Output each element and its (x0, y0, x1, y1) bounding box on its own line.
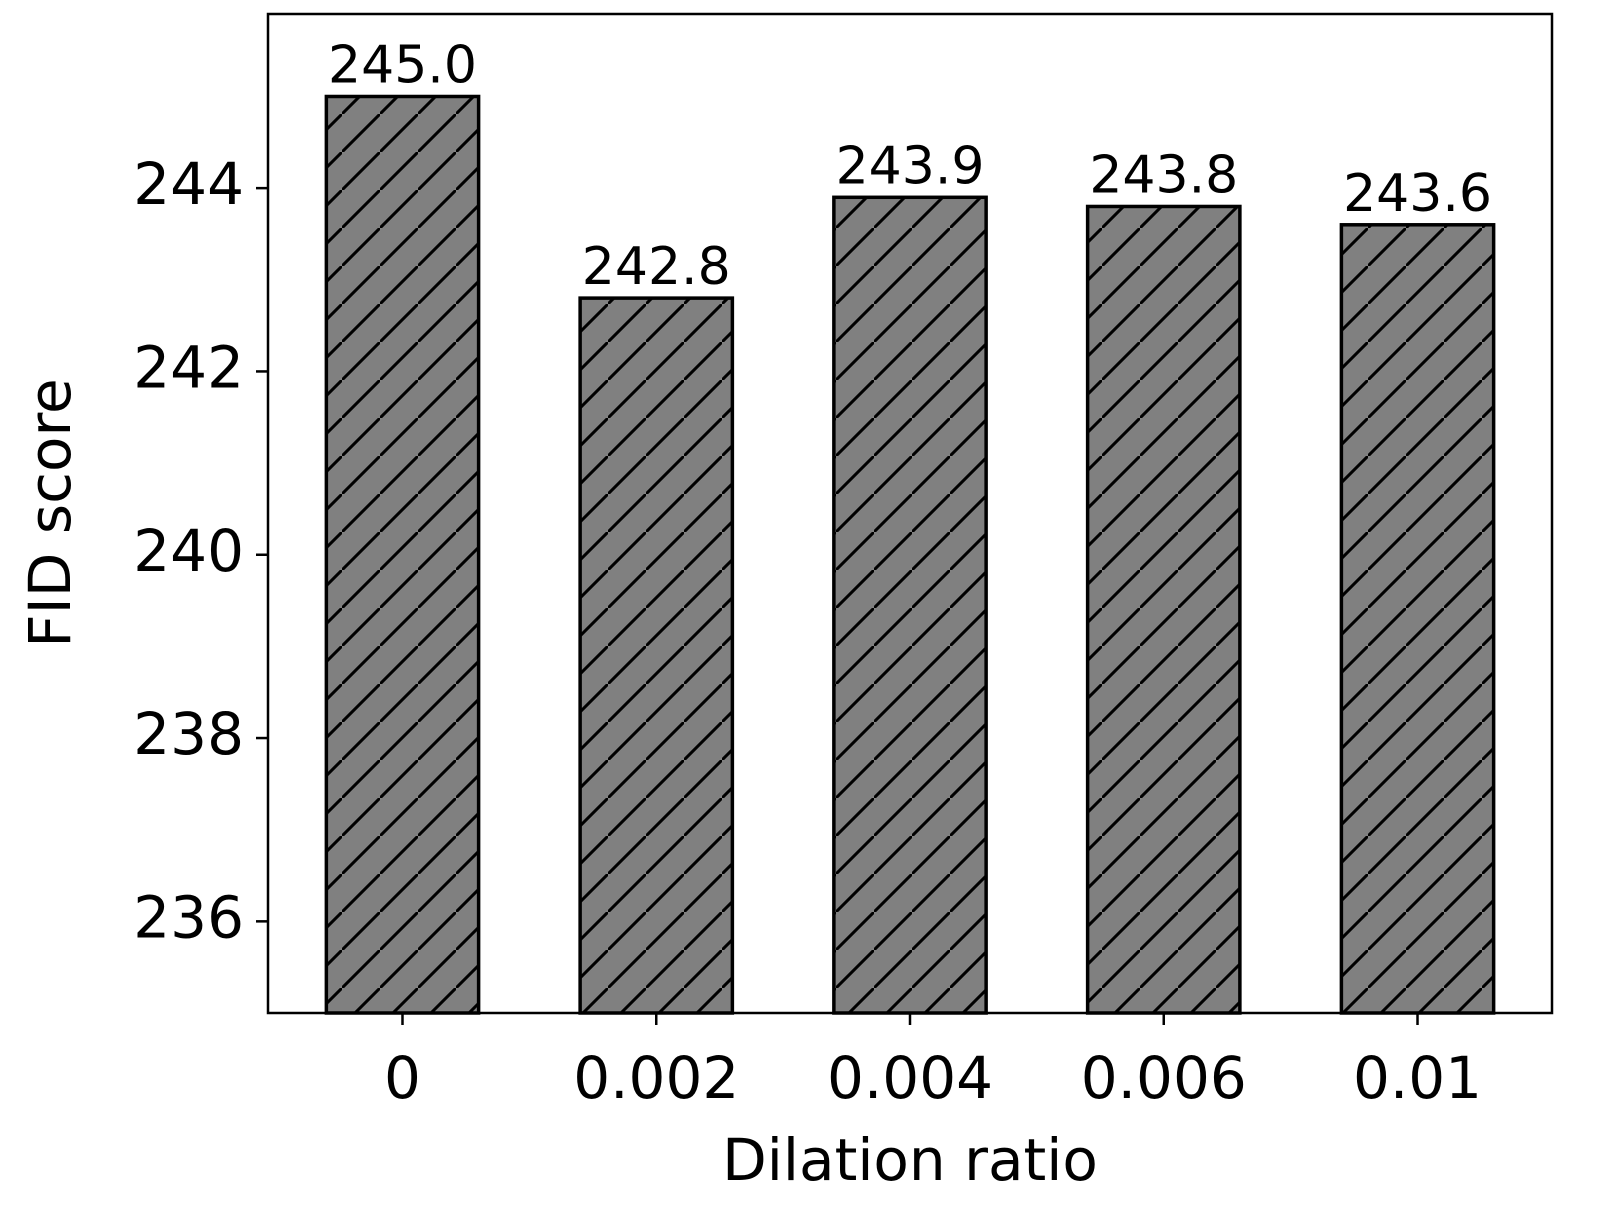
axes-frame (266, 12, 1554, 1015)
x-tick-label: 0.006 (1081, 1044, 1247, 1112)
value-label: 245.0 (328, 35, 477, 95)
x-tick-label: 0 (384, 1044, 421, 1112)
x-tick-label: 0.002 (573, 1044, 739, 1112)
y-axis-label: FID score (16, 378, 84, 647)
bar-hatch (1339, 223, 1496, 1015)
y-tick-label: 240 (133, 517, 244, 585)
y-tick-label: 236 (133, 883, 244, 951)
y-tick-label: 244 (133, 150, 244, 218)
x-axis-label: Dilation ratio (722, 1126, 1098, 1194)
y-tick-label: 238 (133, 700, 244, 768)
bar-hatch (1085, 204, 1242, 1015)
x-tick-label: 0.004 (827, 1044, 993, 1112)
value-label: 243.8 (1089, 145, 1238, 205)
value-label: 243.6 (1343, 164, 1492, 224)
x-tick-label: 0.01 (1353, 1044, 1482, 1112)
value-label: 243.9 (836, 136, 985, 196)
value-label: 242.8 (582, 237, 731, 297)
plot-area: 236 238 240 242 244 245.0 0 242.8 0.002 243.9 0.00… (133, 12, 1554, 1112)
bar-hatch (324, 94, 481, 1015)
y-tick-label: 242 (133, 334, 244, 402)
bar-hatch (832, 195, 988, 1015)
bar-hatch (578, 296, 735, 1015)
